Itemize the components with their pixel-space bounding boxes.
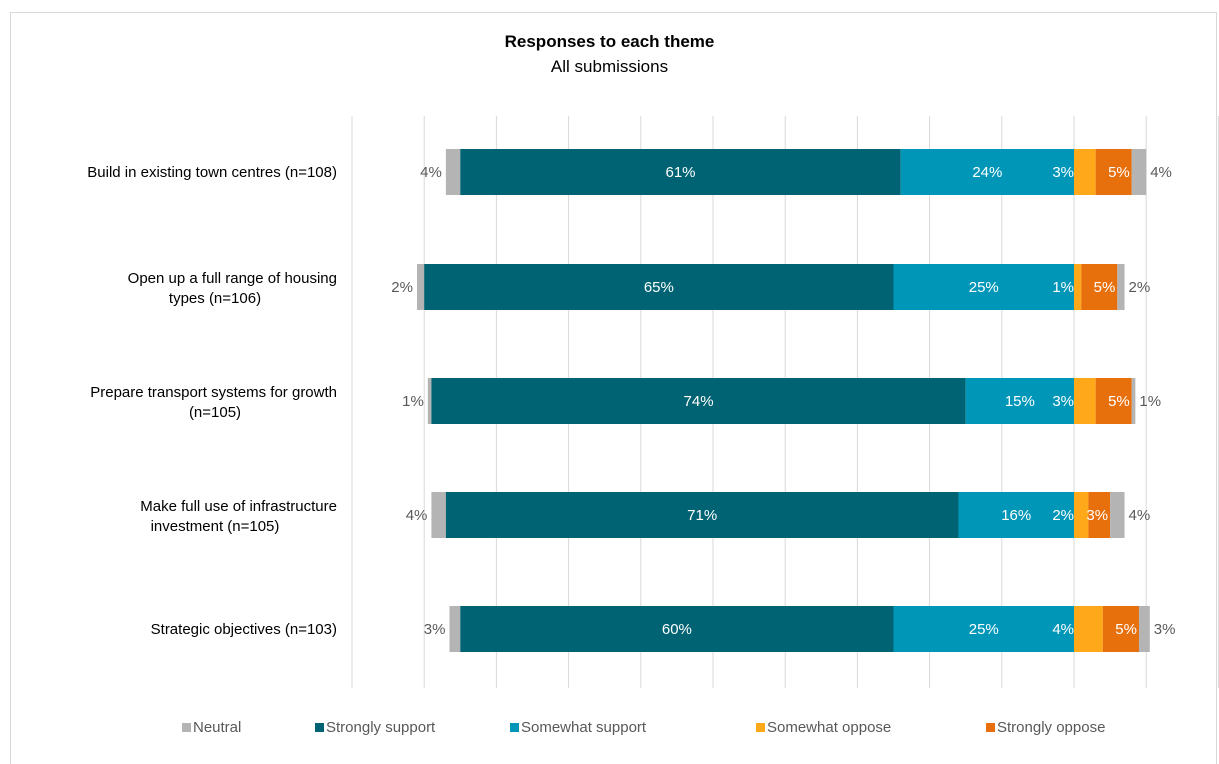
bar-neutral-right-open-up-a-full-range-of-housing-types <box>1117 264 1125 310</box>
data-label-neutral-left: 4% <box>420 164 442 181</box>
data-label-strongly-oppose: 5% <box>1108 164 1130 181</box>
bar-neutral-left-build-in-existing-town-centres <box>445 149 461 195</box>
legend-label-somewhat-support: Somewhat support <box>521 719 647 736</box>
data-label-somewhat-support: 16% <box>1001 507 1031 524</box>
data-label-somewhat-oppose: 3% <box>1052 164 1074 181</box>
data-label-somewhat-oppose: 2% <box>1052 507 1074 524</box>
bar-strongly-support-prepare-transport-systems-for-growth <box>431 378 966 424</box>
data-label-neutral-right: 4% <box>1150 164 1172 181</box>
bar-neutral-right-make-full-use-of-infrastructure-investment <box>1110 492 1125 538</box>
data-label-strongly-support: 65% <box>644 279 674 296</box>
data-label-neutral-left: 2% <box>391 279 413 296</box>
data-label-strongly-support: 60% <box>662 621 692 638</box>
data-label-somewhat-oppose: 4% <box>1052 621 1074 638</box>
bar-somewhat-oppose-prepare-transport-systems-for-growth <box>1074 378 1096 424</box>
data-label-neutral-left: 4% <box>406 507 428 524</box>
bar-somewhat-support-prepare-transport-systems-for-growth <box>965 378 1074 424</box>
data-label-neutral-left: 3% <box>424 621 446 638</box>
data-label-somewhat-support: 24% <box>972 164 1002 181</box>
data-label-somewhat-support: 15% <box>1005 393 1035 410</box>
legend-swatch-somewhat-oppose <box>756 723 765 732</box>
data-label-strongly-oppose: 5% <box>1108 393 1130 410</box>
data-label-strongly-oppose: 5% <box>1094 279 1116 296</box>
bar-strongly-oppose-open-up-a-full-range-of-housing-types <box>1081 264 1118 310</box>
bar-strongly-oppose-make-full-use-of-infrastructure-investment <box>1088 492 1111 538</box>
bar-strongly-support-open-up-a-full-range-of-housing-types <box>424 264 894 310</box>
legend-swatch-strongly-oppose <box>986 723 995 732</box>
bar-neutral-left-open-up-a-full-range-of-housing-types <box>416 264 425 310</box>
legend-label-somewhat-oppose: Somewhat oppose <box>767 719 891 736</box>
bar-neutral-left-prepare-transport-systems-for-growth <box>427 378 432 424</box>
chart-title: Responses to each theme <box>504 32 715 51</box>
bar-somewhat-oppose-build-in-existing-town-centres <box>1074 149 1096 195</box>
chart-subtitle: All submissions <box>550 57 669 76</box>
bar-somewhat-support-build-in-existing-town-centres <box>900 149 1074 195</box>
data-label-strongly-oppose: 3% <box>1086 507 1108 524</box>
bar-somewhat-support-strategic-objectives <box>893 606 1074 652</box>
bar-somewhat-oppose-make-full-use-of-infrastructure-investment <box>1074 492 1089 538</box>
bar-strongly-oppose-strategic-objectives <box>1102 606 1139 652</box>
legend-swatch-strongly-support <box>315 723 324 732</box>
data-label-strongly-support: 71% <box>687 507 717 524</box>
bar-strongly-support-build-in-existing-town-centres <box>460 149 901 195</box>
category-label-prepare-transport-systems-for-growth: Prepare transport systems for growth (n=1… <box>90 384 337 421</box>
data-label-neutral-left: 1% <box>402 393 424 410</box>
bar-neutral-right-build-in-existing-town-centres <box>1131 149 1147 195</box>
bar-strongly-support-make-full-use-of-infrastructure-investment <box>445 492 959 538</box>
data-label-neutral-right: 1% <box>1139 393 1161 410</box>
category-label-build-in-existing-town-centres: Build in existing town centres (n=108) <box>87 164 337 181</box>
chart-frame <box>10 12 1217 764</box>
data-label-somewhat-support: 25% <box>969 279 999 296</box>
bar-neutral-left-strategic-objectives <box>449 606 461 652</box>
bar-strongly-oppose-build-in-existing-town-centres <box>1095 149 1132 195</box>
legend-label-strongly-support: Strongly support <box>326 719 436 736</box>
data-label-neutral-right: 2% <box>1129 279 1151 296</box>
data-label-somewhat-oppose: 3% <box>1052 393 1074 410</box>
bar-somewhat-oppose-open-up-a-full-range-of-housing-types <box>1074 264 1082 310</box>
bar-neutral-right-strategic-objectives <box>1138 606 1150 652</box>
data-label-somewhat-oppose: 1% <box>1052 279 1074 296</box>
data-label-strongly-support: 74% <box>684 393 714 410</box>
bar-neutral-right-prepare-transport-systems-for-growth <box>1131 378 1136 424</box>
bar-strongly-support-strategic-objectives <box>460 606 894 652</box>
legend-label-strongly-oppose: Strongly oppose <box>997 719 1105 736</box>
category-label-open-up-a-full-range-of-housing-types: Open up a full range of housing types (n=… <box>128 270 337 307</box>
data-label-strongly-oppose: 5% <box>1115 621 1137 638</box>
data-label-neutral-right: 3% <box>1154 621 1176 638</box>
data-label-strongly-support: 61% <box>665 164 695 181</box>
bar-somewhat-support-open-up-a-full-range-of-housing-types <box>893 264 1074 310</box>
legend-label-neutral: Neutral <box>193 719 241 736</box>
bar-neutral-left-make-full-use-of-infrastructure-investment <box>431 492 446 538</box>
legend-swatch-somewhat-support <box>510 723 519 732</box>
category-label-make-full-use-of-infrastructure-investment: Make full use of infrastructure investmen… <box>140 498 337 535</box>
data-label-somewhat-support: 25% <box>969 621 999 638</box>
bar-somewhat-support-make-full-use-of-infrastructure-investment <box>958 492 1074 538</box>
bar-somewhat-oppose-strategic-objectives <box>1074 606 1103 652</box>
bar-strongly-oppose-prepare-transport-systems-for-growth <box>1095 378 1132 424</box>
data-label-neutral-right: 4% <box>1129 507 1151 524</box>
category-label-strategic-objectives: Strategic objectives (n=103) <box>151 621 337 638</box>
legend-swatch-neutral <box>182 723 191 732</box>
